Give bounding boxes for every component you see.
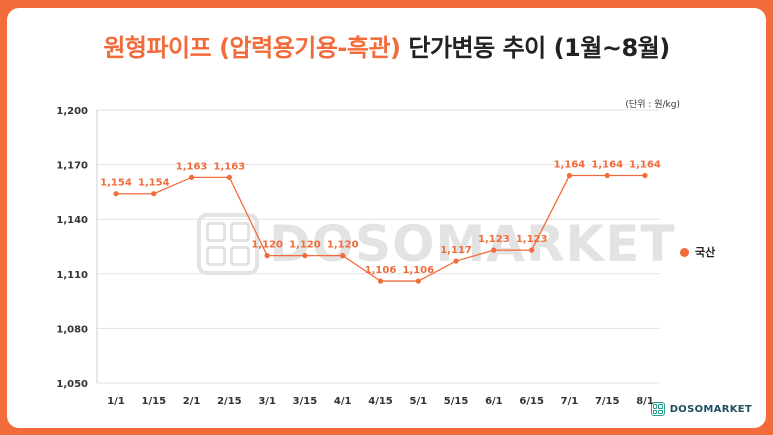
unit-label: (단위 : 원/kg)	[625, 100, 680, 110]
brand-logo-icon	[650, 402, 665, 416]
data-label: 1,164	[629, 160, 661, 171]
data-point	[151, 191, 157, 197]
x-tick-label: 3/15	[293, 396, 318, 407]
x-tick-label: 6/15	[519, 396, 544, 407]
chart-title-subtitle: 단가변동 추이 (1월~8월)	[408, 34, 670, 62]
x-tick-label: 4/15	[368, 396, 393, 407]
data-label: 1,123	[478, 234, 510, 245]
chart-title: 원형파이프 (압력용기용-흑관) 단가변동 추이 (1월~8월)	[7, 28, 766, 63]
y-tick-label: 1,110	[56, 270, 88, 281]
data-point	[113, 191, 119, 197]
x-tick-label: 3/1	[258, 396, 276, 407]
data-point	[302, 253, 308, 259]
data-point	[491, 247, 497, 253]
data-label: 1,164	[554, 160, 586, 171]
data-point	[453, 258, 459, 264]
y-tick-label: 1,170	[56, 161, 88, 172]
legend: 국산	[680, 244, 715, 260]
data-point	[226, 174, 232, 180]
x-tick-label: 5/15	[444, 396, 469, 407]
x-tick-label: 7/1	[561, 396, 579, 407]
y-tick-label: 1,080	[56, 324, 88, 335]
y-tick-label: 1,200	[56, 106, 88, 117]
data-label: 1,120	[289, 240, 321, 251]
legend-label: 국산	[695, 246, 716, 259]
x-tick-label: 1/1	[107, 396, 125, 407]
data-point	[377, 278, 384, 284]
data-point	[566, 172, 573, 179]
x-tick-label: 5/1	[409, 396, 427, 407]
data-label: 1,106	[402, 265, 434, 276]
data-label: 1,154	[138, 178, 170, 189]
x-tick-label: 1/15	[142, 396, 167, 407]
data-label: 1,164	[591, 160, 623, 171]
chart-title-product: 원형파이프 (압력용기용-흑관)	[103, 34, 401, 62]
data-label: 1,123	[516, 234, 548, 245]
data-point	[415, 278, 421, 284]
x-tick-label: 2/15	[217, 396, 242, 407]
x-tick-label: 7/15	[595, 396, 620, 407]
x-tick-label: 2/1	[183, 396, 201, 407]
data-label: 1,117	[440, 245, 472, 256]
legend-marker	[680, 247, 689, 257]
data-label: 1,163	[214, 161, 246, 172]
data-label: 1,106	[365, 265, 397, 276]
data-label: 1,120	[251, 240, 283, 251]
x-tick-label: 8/1	[636, 396, 654, 407]
y-tick-label: 1,140	[56, 215, 88, 226]
data-point	[604, 172, 610, 179]
data-point	[188, 174, 195, 180]
data-label: 1,154	[100, 178, 132, 189]
data-label: 1,120	[327, 240, 359, 251]
data-point	[529, 247, 535, 253]
y-tick-label: 1,050	[56, 379, 88, 390]
x-tick-label: 6/1	[485, 396, 503, 407]
data-label: 1,163	[176, 161, 208, 172]
data-point	[642, 172, 648, 179]
x-tick-label: 4/1	[334, 396, 352, 407]
brand-name: DOSOMARKET	[669, 403, 752, 415]
data-point	[264, 253, 270, 259]
data-point	[340, 253, 346, 259]
brand-logo: DOSOMARKET	[650, 402, 752, 416]
